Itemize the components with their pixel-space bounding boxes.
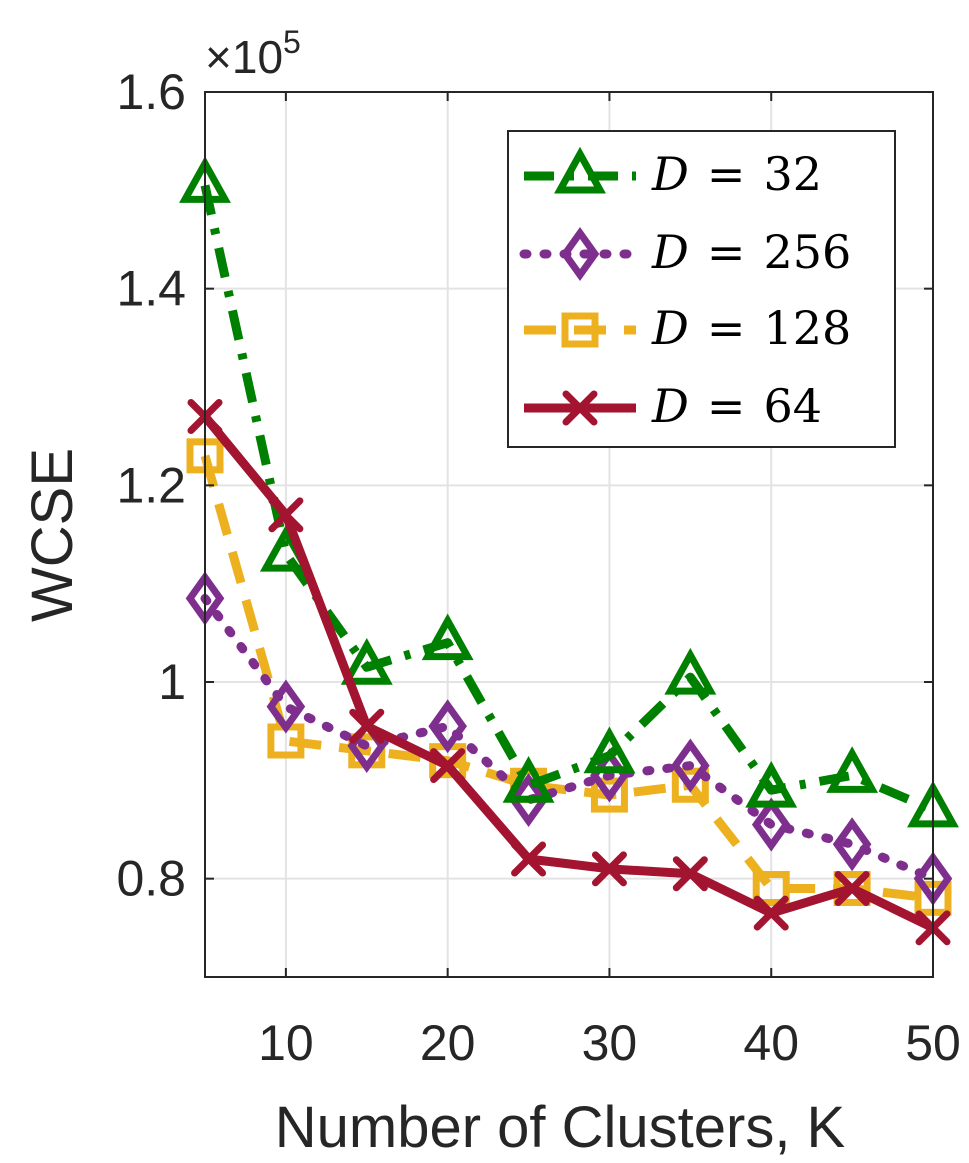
tick-marks xyxy=(205,91,934,977)
y-tick-label: 1.6 xyxy=(116,64,186,120)
series-line-d128 xyxy=(200,454,934,903)
x-axis-title: Number of Clusters, K xyxy=(275,1095,846,1160)
data-point-d32 xyxy=(664,647,717,695)
data-point-d128 xyxy=(752,871,790,906)
legend-eq-d64: = xyxy=(707,379,746,433)
data-point-d32 xyxy=(583,726,636,774)
data-point-d32 xyxy=(826,746,879,793)
legend-eq-d32: = xyxy=(707,147,746,201)
legend-var-d256: D xyxy=(651,225,689,279)
legend-var-d64: D xyxy=(651,379,689,433)
y-tick-label: 0.8 xyxy=(116,851,186,907)
legend-label-d128: D = 128 xyxy=(651,301,851,355)
y-axis-title: WCSE xyxy=(20,448,85,622)
x-tick-label: 50 xyxy=(905,1015,961,1071)
plot-frame xyxy=(204,91,934,978)
data-point-d32 xyxy=(502,756,555,803)
series-line-d256 xyxy=(200,593,938,884)
data-point-d256 xyxy=(832,817,872,872)
x-tick-label: 30 xyxy=(582,1015,638,1071)
data-point-d128 xyxy=(590,777,628,813)
legend-label-d64: D = 64 xyxy=(651,379,822,433)
data-point-d32 xyxy=(745,760,798,808)
x-tick-labels: 10 20 30 40 50 xyxy=(258,1015,961,1071)
data-point-d256 xyxy=(671,738,710,793)
data-point-d64 xyxy=(349,708,385,744)
data-point-d256 xyxy=(751,797,791,852)
data-point-d256 xyxy=(428,699,467,754)
data-point-d128 xyxy=(671,767,709,803)
y-tick-label: 1.2 xyxy=(116,457,186,513)
legend-marker-d64 xyxy=(562,390,598,426)
y-exponent-label: ×105 xyxy=(205,24,301,83)
legend-value-d256: 256 xyxy=(763,225,851,279)
x-tick-label: 20 xyxy=(420,1015,476,1071)
legend-eq-d256: = xyxy=(707,225,746,279)
legend-samples xyxy=(519,146,641,426)
legend-marker-d256 xyxy=(560,226,600,282)
series-layer xyxy=(179,156,959,946)
legend-value-d128: 128 xyxy=(763,301,851,355)
series-d32 xyxy=(179,156,959,828)
data-point-d64 xyxy=(430,748,466,784)
legend-label-d32: D = 32 xyxy=(651,147,822,201)
legend-value-d32: 32 xyxy=(763,147,822,201)
legend-label-d256: D = 256 xyxy=(651,225,851,279)
legend-marker-d32 xyxy=(554,146,606,194)
data-point-d256 xyxy=(266,679,306,734)
legend-var-d32: D xyxy=(651,147,689,201)
y-exponent-prefix: ×10 xyxy=(205,31,283,83)
legend-var-d128: D xyxy=(651,301,689,355)
legend-value-d64: 64 xyxy=(763,379,822,433)
x-tick-label: 10 xyxy=(258,1015,314,1071)
y-exponent-power: 5 xyxy=(283,24,301,60)
series-line-d64 xyxy=(201,413,935,932)
data-point-d32 xyxy=(340,638,393,685)
data-point-d64 xyxy=(753,895,789,931)
legend-eq-d128: = xyxy=(707,301,746,355)
data-point-d32 xyxy=(421,613,474,661)
y-tick-label: 1.4 xyxy=(116,261,186,317)
data-point-d64 xyxy=(672,856,708,892)
y-tick-label: 1 xyxy=(158,654,186,710)
y-tick-labels: 0.8 1 1.2 1.4 1.6 xyxy=(116,64,186,907)
data-point-d64 xyxy=(591,851,627,887)
data-point-d64 xyxy=(834,871,870,906)
legend-box xyxy=(507,130,896,448)
data-point-d64 xyxy=(268,497,304,533)
legend: D = 32 D = 256 D = 128 D = 64 xyxy=(507,130,896,448)
data-point-d256 xyxy=(509,772,548,828)
legend-marker-d128 xyxy=(561,312,599,348)
data-point-d64 xyxy=(511,841,547,877)
x-tick-label: 40 xyxy=(743,1015,799,1071)
